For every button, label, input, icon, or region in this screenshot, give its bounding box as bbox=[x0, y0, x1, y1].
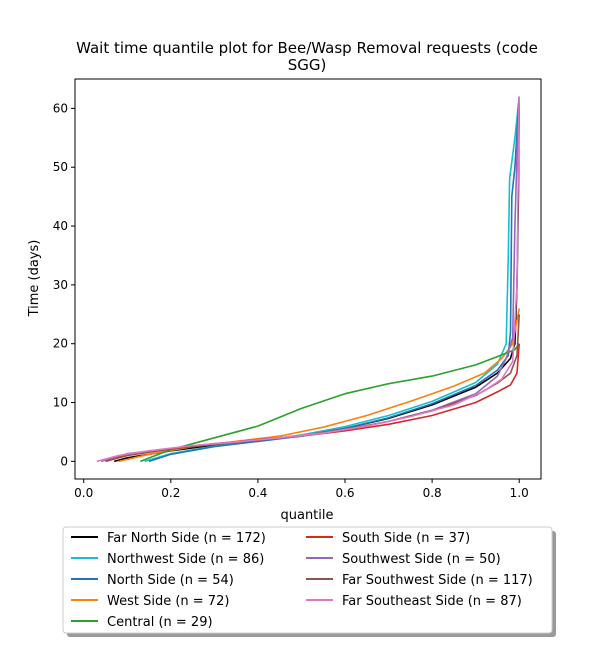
legend-entry-label: Far North Side (n = 172) bbox=[107, 531, 266, 546]
y-tick-label: 10 bbox=[53, 396, 68, 410]
x-tick-label: 0.0 bbox=[74, 486, 93, 500]
series-line-0 bbox=[113, 96, 520, 463]
plot-frame bbox=[74, 78, 542, 480]
chart-title-line-1: Wait time quantile plot for Bee/Wasp Rem… bbox=[76, 39, 538, 57]
legend-entry-label: Central (n = 29) bbox=[107, 615, 213, 630]
series-line-6 bbox=[100, 96, 520, 463]
x-tick-label: 1.0 bbox=[510, 486, 529, 500]
y-tick-label: 60 bbox=[53, 101, 68, 115]
legend-entry-label: North Side (n = 54) bbox=[107, 573, 234, 588]
series-line-7 bbox=[105, 314, 520, 463]
x-tick-label: 0.4 bbox=[248, 486, 267, 500]
x-tick-label: 0.2 bbox=[161, 486, 180, 500]
y-tick-label: 30 bbox=[53, 278, 68, 292]
legend-entry-label: South Side (n = 37) bbox=[342, 531, 470, 546]
series-line-8 bbox=[96, 96, 520, 463]
plot-area: 0.0 0.2 0.4 0.6 0.8 1.0 0 10 20 30 40 50 60 bbox=[53, 78, 542, 500]
legend-entry-label: Far Southeast Side (n = 87) bbox=[342, 594, 522, 609]
y-tick-label: 0 bbox=[60, 454, 68, 468]
legend-entry-label: Southwest Side (n = 50) bbox=[342, 552, 501, 567]
y-tick-label: 50 bbox=[53, 160, 68, 174]
legend-entry-label: Far Southwest Side (n = 117) bbox=[342, 573, 533, 588]
legend: Far North Side (n = 172) Northwest Side (… bbox=[62, 526, 556, 637]
legend-entry-label: Northwest Side (n = 86) bbox=[107, 552, 264, 567]
series-line-4 bbox=[140, 343, 520, 463]
y-tick-label: 40 bbox=[53, 219, 68, 233]
legend-entry-label: West Side (n = 72) bbox=[107, 594, 229, 609]
x-tick-label: 0.6 bbox=[335, 486, 354, 500]
chart-title-line-2: SGG) bbox=[288, 56, 327, 74]
series-line-2 bbox=[148, 96, 520, 463]
y-tick-label: 20 bbox=[53, 337, 68, 351]
x-tick-label: 0.8 bbox=[423, 486, 442, 500]
series-line-3 bbox=[118, 308, 520, 463]
x-axis-label: quantile bbox=[280, 508, 333, 523]
y-axis-label: Time (days) bbox=[27, 240, 42, 318]
